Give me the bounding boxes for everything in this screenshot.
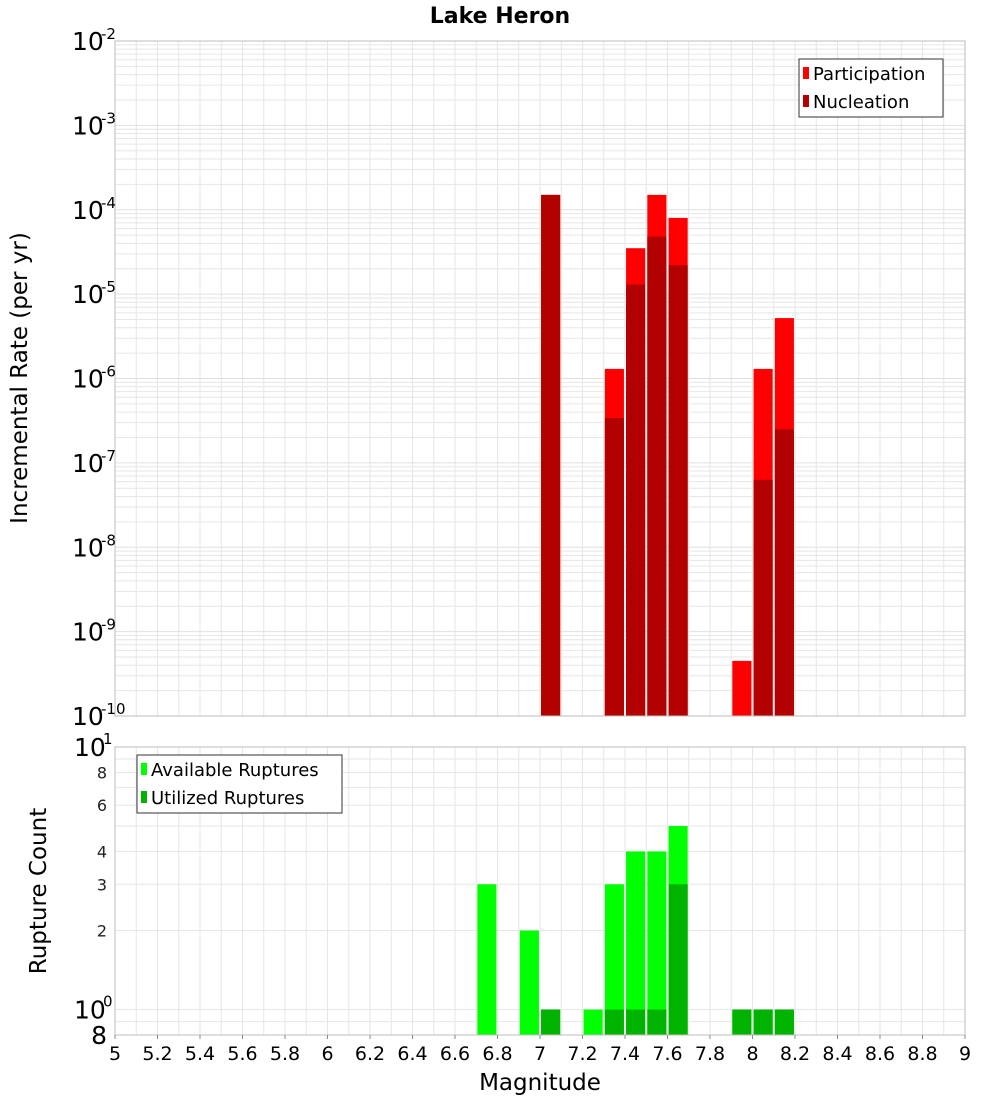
y-tick-exponent: -10: [101, 700, 126, 718]
available-ruptures-bar: [647, 851, 667, 1035]
utilized-ruptures-bar: [604, 1009, 624, 1035]
legend-swatch-nucleation: [803, 95, 809, 107]
y-tick-label: 8: [97, 763, 107, 782]
legend-label-nucleation: Nucleation: [813, 92, 909, 113]
utilized-ruptures-bar: [541, 1009, 561, 1035]
x-tick-label: 6.6: [440, 1043, 470, 1065]
x-tick-label: 8: [746, 1043, 758, 1065]
rate-plot-y-axis-label: Incremental Rate (per yr): [7, 232, 33, 524]
x-tick-label: 6.4: [397, 1043, 427, 1065]
legend-swatch-utilized: [141, 791, 147, 803]
rate-plot-bars: [541, 194, 794, 717]
chart-title: Lake Heron: [430, 4, 570, 29]
nucleation-bar: [647, 236, 667, 716]
y-tick-label: 10: [72, 533, 104, 562]
x-tick-label: 7.2: [567, 1043, 597, 1065]
available-ruptures-bar: [626, 851, 646, 1035]
y-tick-label: 10: [72, 196, 104, 225]
x-tick-label: 5: [109, 1043, 121, 1065]
y-tick-exponent: -5: [101, 278, 116, 296]
y-tick-exponent: -2: [101, 25, 116, 43]
y-tick-exponent: -3: [101, 109, 116, 127]
available-ruptures-bar: [477, 884, 497, 1035]
y-tick-label: 8: [91, 1021, 107, 1050]
y-tick-label: 10: [74, 733, 106, 762]
y-tick-label: 10: [72, 27, 104, 56]
y-tick-label: 6: [97, 796, 107, 815]
x-tick-label: 5.8: [270, 1043, 300, 1065]
y-tick-label: 10: [72, 449, 104, 478]
nucleation-bar: [668, 265, 688, 716]
x-tick-label: 7.8: [695, 1043, 725, 1065]
legend-label-utilized: Utilized Ruptures: [151, 788, 304, 809]
nucleation-bar: [626, 284, 646, 716]
y-tick-label: 10: [74, 996, 106, 1025]
nucleation-bar: [774, 429, 794, 716]
y-tick-label: 2: [97, 922, 107, 941]
count-plot-bars: [477, 826, 794, 1035]
nucleation-bar: [753, 479, 773, 716]
x-tick-label: 6.2: [355, 1043, 385, 1065]
count-plot-grid: [114, 746, 966, 1036]
y-tick-exponent: -6: [101, 363, 116, 381]
utilized-ruptures-bar: [732, 1009, 752, 1035]
x-tick-label: 7: [534, 1043, 546, 1065]
participation-bar: [732, 660, 752, 716]
utilized-ruptures-bar: [774, 1009, 794, 1035]
utilized-ruptures-bar: [753, 1009, 773, 1035]
y-tick-label: 10: [72, 365, 104, 394]
x-tick-label: 8.2: [780, 1043, 810, 1065]
utilized-ruptures-bar: [647, 1009, 667, 1035]
legend-label-available: Available Ruptures: [151, 760, 319, 781]
x-tick-label: 6: [321, 1043, 333, 1065]
legend-swatch-participation: [803, 67, 809, 79]
y-tick-exponent: -7: [101, 447, 116, 465]
x-tick-label: 5.4: [185, 1043, 215, 1065]
utilized-ruptures-bar: [626, 1009, 646, 1035]
y-tick-label: 10: [72, 111, 104, 140]
rate-plot-legend: Participation Nucleation: [798, 58, 944, 118]
nucleation-bar: [604, 418, 624, 716]
x-tick-label: 8.4: [822, 1043, 852, 1065]
nucleation-bar: [541, 194, 561, 716]
available-ruptures-bar: [583, 1009, 603, 1035]
x-tick-label: 7.4: [610, 1043, 640, 1065]
x-tick-label: 8.8: [907, 1043, 937, 1065]
y-tick-exponent: -9: [101, 616, 116, 634]
y-tick-exponent: 0: [103, 993, 113, 1011]
y-tick-exponent: -8: [101, 531, 116, 549]
rate-plot-grid: [114, 41, 966, 717]
x-tick-label: 9: [959, 1043, 971, 1065]
y-tick-label: 4: [97, 842, 107, 861]
x-tick-label: 5.2: [142, 1043, 172, 1065]
y-tick-label: 10: [72, 702, 104, 731]
count-plot-y-axis-label: Rupture Count: [26, 808, 52, 974]
x-tick-label: 8.6: [865, 1043, 895, 1065]
x-axis-label: Magnitude: [479, 1070, 601, 1096]
count-legend-box: [136, 754, 343, 814]
available-ruptures-bar: [604, 884, 624, 1035]
x-tick-label: 5.6: [227, 1043, 257, 1065]
y-tick-exponent: 1: [103, 730, 113, 748]
legend-swatch-available: [141, 763, 147, 775]
y-tick-label: 10: [72, 618, 104, 647]
x-tick-label: 6.8: [482, 1043, 512, 1065]
legend-label-participation: Participation: [813, 64, 925, 85]
y-tick-exponent: -4: [101, 194, 116, 212]
rate-legend-box: [798, 58, 944, 118]
count-plot-x-ticks: 5 5.2 5.4 5.6 5.8 6 6.2 6.4 6.6 6.8 7 7.2 7.4 7.6 7.8 8…: [109, 1035, 971, 1065]
available-ruptures-bar: [519, 930, 539, 1035]
utilized-ruptures-bar: [668, 884, 688, 1035]
x-tick-label: 7.6: [652, 1043, 682, 1065]
y-tick-label: 10: [72, 280, 104, 309]
y-tick-label: 3: [97, 875, 107, 894]
rate-plot-frame: [114, 40, 966, 717]
count-plot-legend: Available Ruptures Utilized Ruptures: [136, 754, 343, 814]
